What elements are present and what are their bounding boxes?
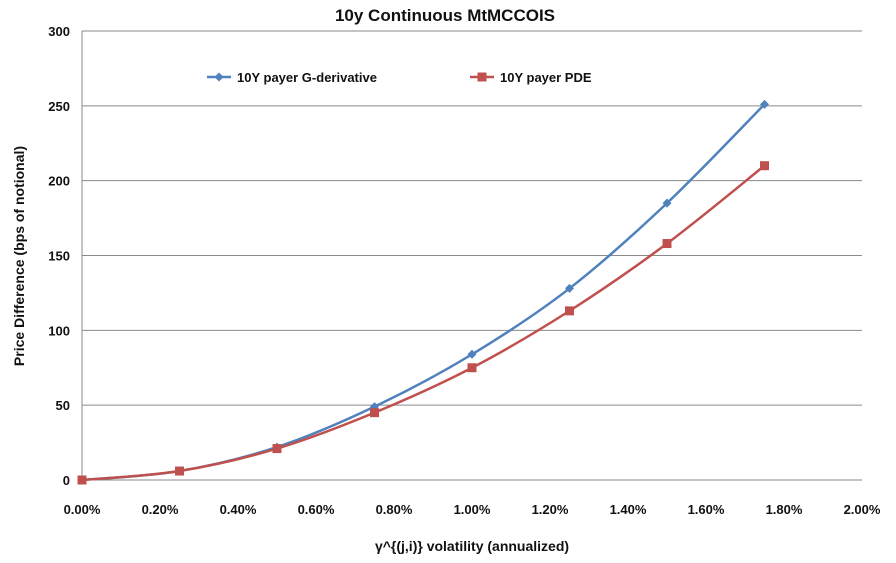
- x-tick-label: 0.20%: [142, 502, 179, 517]
- y-tick-label: 100: [48, 323, 70, 338]
- x-tick-labels: 0.00% 0.20% 0.40% 0.60% 0.80% 1.00% 1.20% 1.40%…: [64, 502, 881, 517]
- legend: 10Y payer G-derivative 10Y payer PDE: [207, 70, 592, 85]
- x-tick-label: 1.20%: [532, 502, 569, 517]
- x-tick-label: 1.80%: [766, 502, 803, 517]
- data-point-diamond: [565, 283, 574, 293]
- y-tick-label: 300: [48, 24, 70, 39]
- legend-marker-diamond: [214, 72, 224, 82]
- legend-label: 10Y payer G-derivative: [237, 70, 377, 85]
- series-layer: [77, 99, 769, 485]
- x-tick-label: 1.00%: [454, 502, 491, 517]
- x-tick-label: 2.00%: [844, 502, 881, 517]
- data-point-square: [77, 475, 87, 485]
- data-point-square: [272, 444, 282, 454]
- legend-label: 10Y payer PDE: [500, 70, 592, 85]
- x-tick-label: 0.00%: [64, 502, 101, 517]
- series-line-1: [81, 103, 766, 482]
- data-point-diamond: [760, 99, 769, 109]
- x-tick-label: 0.80%: [376, 502, 413, 517]
- data-point-square: [662, 239, 672, 249]
- x-axis-label: γ^{(j,i)} volatility (annualized): [375, 538, 569, 554]
- series-line-2: [81, 164, 766, 482]
- y-tick-label: 50: [56, 398, 70, 413]
- y-tick-label: 200: [48, 174, 70, 189]
- data-point-square: [565, 306, 574, 316]
- x-tick-label: 1.40%: [610, 502, 647, 517]
- data-point-square: [467, 363, 477, 373]
- chart-title: 10y Continuous MtMCCOIS: [335, 6, 555, 25]
- y-tick-labels: 0 50 100 150 200 250 300: [48, 24, 70, 488]
- legend-marker-square: [477, 72, 487, 82]
- data-point-square: [175, 466, 184, 476]
- x-tick-label: 0.40%: [220, 502, 257, 517]
- data-point-diamond: [662, 198, 672, 208]
- grid-lines: [82, 30, 862, 406]
- data-point-square: [370, 408, 379, 418]
- data-point-square: [760, 161, 769, 171]
- x-tick-label: 1.60%: [688, 502, 725, 517]
- x-tick-label: 0.60%: [298, 502, 335, 517]
- data-point-diamond: [467, 349, 477, 359]
- y-tick-label: 150: [48, 249, 70, 264]
- y-axis-label: Price Difference (bps of notional): [11, 146, 27, 366]
- y-tick-label: 0: [63, 473, 70, 488]
- y-tick-label: 250: [48, 99, 70, 114]
